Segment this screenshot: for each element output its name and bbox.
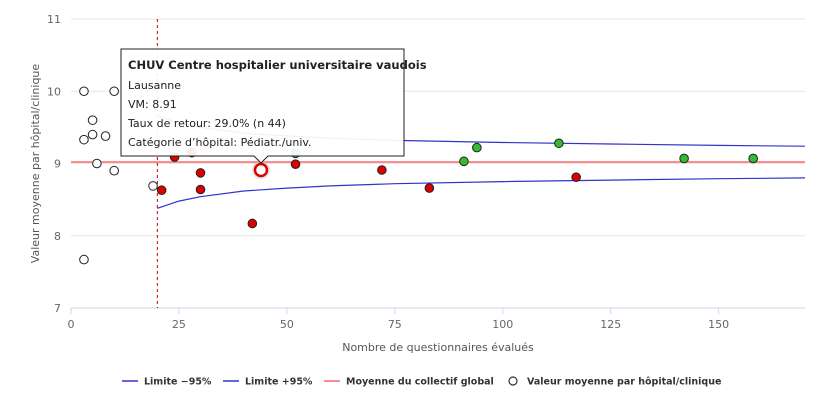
x-tick-label: 25 bbox=[172, 318, 186, 331]
y-tick-label: 7 bbox=[54, 302, 61, 315]
x-tick-label: 50 bbox=[280, 318, 294, 331]
x-axis-title: Nombre de questionnaires évalués bbox=[342, 341, 534, 354]
data-point bbox=[554, 138, 564, 149]
data-point bbox=[195, 168, 206, 178]
axes: 7 8 9 10 11 0 25 50 75 100 125 150 Nombre de questio… bbox=[29, 13, 729, 354]
tooltip-line: Taux de retour: 29.0% (n 44) bbox=[127, 117, 286, 130]
data-point bbox=[87, 129, 98, 140]
tooltip-box bbox=[120, 48, 405, 164]
data-point bbox=[377, 165, 387, 175]
legend-label: Limite −95% bbox=[144, 377, 212, 388]
data-point bbox=[424, 183, 435, 193]
data-point bbox=[290, 159, 301, 170]
data-point bbox=[156, 185, 167, 196]
x-tick-label: 150 bbox=[708, 318, 729, 331]
tooltip-line: VM: 8.91 bbox=[128, 98, 177, 111]
data-point bbox=[748, 153, 758, 164]
legend-label: Valeur moyenne par hôpital/clinique bbox=[527, 377, 721, 388]
data-point bbox=[247, 218, 258, 229]
data-point bbox=[79, 86, 89, 97]
selected-data-point bbox=[253, 162, 269, 178]
tooltip: CHUV Centre hospitalier universitaire va… bbox=[120, 48, 427, 164]
data-point bbox=[100, 131, 111, 141]
data-point bbox=[92, 158, 102, 169]
lower-limit-line bbox=[157, 177, 806, 209]
data-point bbox=[195, 184, 206, 195]
data-point bbox=[571, 172, 581, 183]
legend-label: Moyenne du collectif global bbox=[346, 377, 494, 388]
tooltip-title: CHUV Centre hospitalier universitaire va… bbox=[128, 58, 427, 72]
y-tick-label: 10 bbox=[47, 85, 61, 98]
x-tick-label: 75 bbox=[388, 318, 402, 331]
legend: Limite −95% Limite +95% Moyenne du collect… bbox=[122, 376, 721, 388]
tooltip-line: Catégorie d’hôpital: Pédiatr./univ. bbox=[128, 136, 312, 149]
y-axis-title: Valeur moyenne par hôpital/clinique bbox=[29, 64, 42, 264]
legend-label: Limite +95% bbox=[245, 377, 313, 388]
y-tick-label: 8 bbox=[54, 230, 61, 243]
data-point bbox=[79, 254, 89, 265]
tooltip-line: Lausanne bbox=[128, 79, 181, 92]
x-tick-label: 100 bbox=[492, 318, 513, 331]
data-point bbox=[472, 142, 482, 153]
x-tick-label: 0 bbox=[68, 318, 75, 331]
data-point bbox=[109, 86, 119, 97]
data-point bbox=[459, 156, 469, 167]
data-point bbox=[109, 165, 119, 176]
data-point bbox=[148, 181, 158, 191]
data-point bbox=[679, 153, 689, 164]
legend-marker-swatch bbox=[508, 376, 518, 386]
data-point bbox=[79, 134, 89, 145]
data-point bbox=[87, 115, 98, 125]
y-tick-label: 9 bbox=[54, 158, 61, 171]
y-tick-label: 11 bbox=[47, 13, 61, 26]
x-tick-label: 125 bbox=[600, 318, 621, 331]
